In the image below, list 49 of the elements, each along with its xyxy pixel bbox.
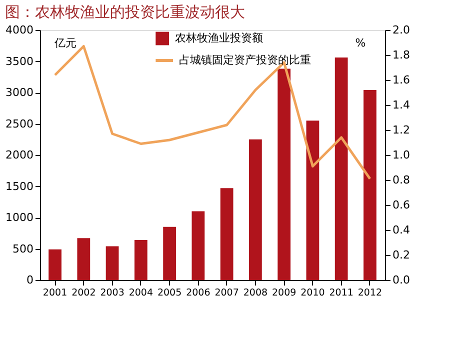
y2-tick-label: 0.2	[392, 248, 410, 262]
x-tick-label: 2010	[300, 288, 325, 298]
y2-axis-title: %	[355, 36, 366, 50]
y2-tick-label: 1.4	[392, 98, 410, 112]
x-tick-label: 2006	[186, 288, 210, 298]
y-tick-label: 1500	[6, 180, 34, 193]
bar	[364, 90, 376, 280]
x-tick-label: 2003	[100, 288, 124, 298]
y2-tick-label: 2.0	[392, 24, 410, 36]
bar	[134, 240, 148, 280]
y2-tick-label: 0.6	[392, 198, 410, 212]
x-tick-label: 2008	[243, 288, 268, 298]
y-tick-label: 3500	[6, 54, 34, 68]
x-tick-label: 2012	[358, 288, 382, 298]
bar	[77, 238, 90, 280]
y-tick-label: 500	[12, 242, 34, 256]
x-tick-label: 2011	[329, 288, 354, 298]
bar	[249, 139, 262, 280]
x-tick-label: 2001	[42, 288, 68, 298]
y-axis-title: 亿元	[54, 36, 76, 50]
y2-tick-label: 1.0	[392, 148, 410, 162]
bar	[192, 211, 205, 280]
y-tick-label: 4000	[6, 24, 34, 36]
bar	[106, 246, 119, 280]
chart-title: 图：农林牧渔业的投资比重波动很大	[5, 3, 246, 21]
bar	[220, 188, 234, 280]
legend-label: 占城镇固定资产投资的比重	[178, 54, 311, 66]
y2-tick-label: 0.0	[392, 274, 410, 286]
x-tick-label: 2009	[272, 288, 296, 298]
bar	[163, 226, 176, 280]
y-tick-label: 0	[26, 274, 34, 286]
y-tick-label: 3000	[6, 86, 34, 99]
y-tick-label: 2000	[6, 148, 34, 162]
y-tick-label: 2500	[6, 117, 34, 130]
y-tick-label: 1000	[6, 211, 34, 224]
x-tick-label: 2004	[128, 288, 154, 298]
y2-tick-label: 1.6	[392, 74, 410, 86]
bar	[278, 68, 291, 280]
x-tick-label: 2002	[72, 288, 96, 298]
legend-label: 农林牧渔业投资额	[174, 32, 263, 44]
y2-tick-label: 0.4	[392, 224, 410, 236]
y2-tick-label: 1.8	[392, 48, 410, 62]
x-tick-label: 2005	[157, 288, 182, 298]
x-tick-label: 2007	[214, 288, 239, 298]
y2-tick-label: 1.2	[392, 124, 410, 136]
bar	[334, 58, 348, 280]
bar	[48, 249, 62, 280]
y2-tick-label: 0.8	[392, 174, 410, 186]
bar	[306, 120, 320, 280]
